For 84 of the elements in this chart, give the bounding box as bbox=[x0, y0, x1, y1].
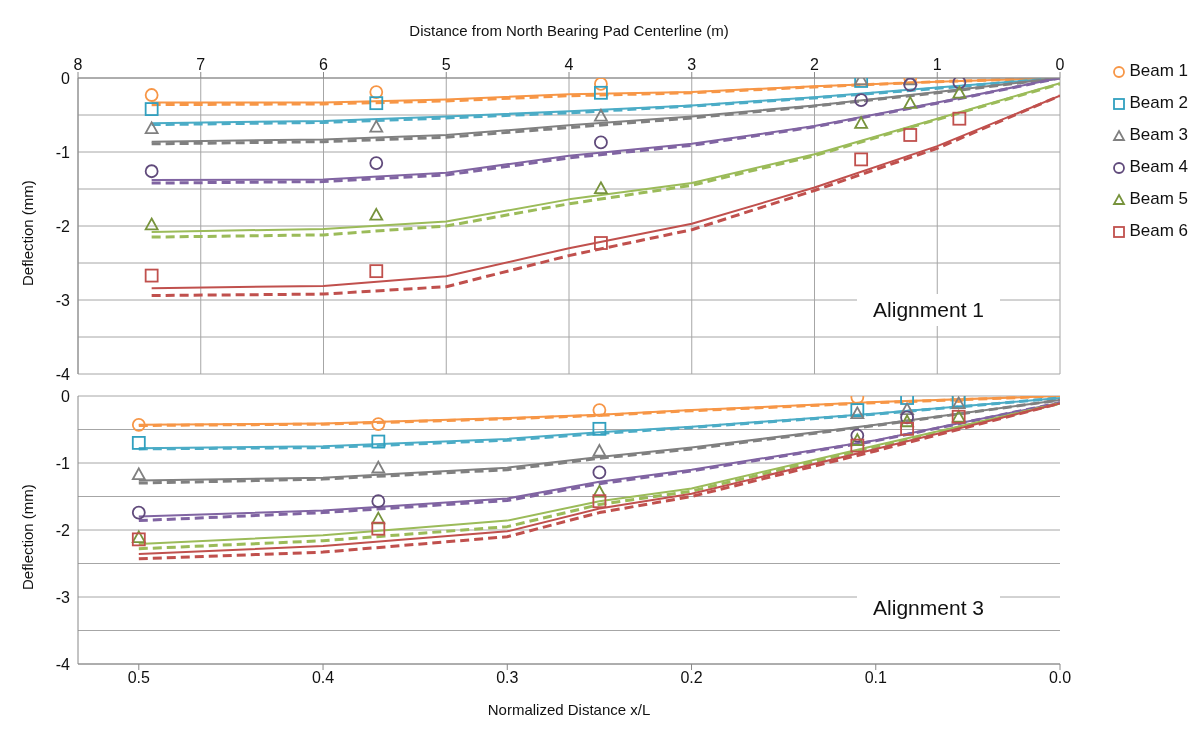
point bbox=[592, 484, 607, 498]
x-tick-label: 6 bbox=[319, 56, 329, 73]
annotation: Alignment 3 bbox=[857, 592, 1000, 624]
y-tick-label: -1 bbox=[55, 454, 71, 472]
point bbox=[131, 467, 146, 481]
point bbox=[144, 102, 159, 116]
point bbox=[592, 494, 607, 509]
point bbox=[903, 96, 918, 109]
y-tick-label: -4 bbox=[55, 365, 71, 383]
y-tick-label: -4 bbox=[55, 655, 71, 673]
x-tick-label: 0.2 bbox=[680, 669, 703, 687]
x-tick-label: 1 bbox=[932, 56, 942, 73]
point bbox=[900, 402, 914, 416]
point bbox=[131, 436, 146, 450]
point bbox=[369, 156, 384, 170]
point bbox=[594, 181, 608, 194]
point bbox=[952, 78, 967, 90]
y-tick-label: 0 bbox=[61, 69, 71, 87]
point bbox=[131, 417, 146, 432]
point bbox=[854, 93, 869, 108]
legend-label: Beam 5 bbox=[1129, 189, 1188, 209]
point bbox=[371, 434, 386, 449]
x-tick-label: 2 bbox=[810, 56, 820, 73]
point bbox=[592, 465, 607, 480]
legend-label: Beam 1 bbox=[1129, 61, 1188, 81]
point bbox=[369, 85, 384, 99]
x-tick-label: 8 bbox=[73, 56, 83, 73]
x-tick-label: 0 bbox=[1055, 56, 1065, 73]
y-tick-label: -1 bbox=[55, 143, 71, 161]
point bbox=[144, 121, 159, 135]
annotation: Alignment 1 bbox=[857, 294, 1000, 326]
point bbox=[900, 414, 914, 428]
point bbox=[592, 444, 607, 457]
point bbox=[903, 128, 918, 142]
point bbox=[903, 78, 918, 92]
point bbox=[371, 521, 386, 536]
point bbox=[369, 96, 384, 111]
legend-label: Beam 2 bbox=[1129, 93, 1188, 113]
point bbox=[144, 164, 159, 179]
point bbox=[144, 268, 159, 283]
point bbox=[371, 417, 386, 432]
x-tick-label: 3 bbox=[687, 56, 697, 73]
point bbox=[594, 135, 608, 150]
point bbox=[850, 438, 865, 453]
legend-label: Beam 6 bbox=[1129, 221, 1188, 241]
point bbox=[594, 78, 608, 91]
legend-label: Beam 4 bbox=[1129, 157, 1188, 177]
x-tick-label: 7 bbox=[196, 56, 206, 73]
y-tick-label: 0 bbox=[61, 387, 71, 405]
point bbox=[371, 494, 386, 509]
point bbox=[900, 421, 914, 436]
point bbox=[952, 85, 967, 99]
point bbox=[854, 116, 869, 129]
point bbox=[594, 108, 608, 122]
point bbox=[369, 208, 384, 221]
x-tick-label: 0.5 bbox=[127, 669, 151, 687]
y-axis-title: Deflection (mm) bbox=[19, 484, 37, 590]
point bbox=[131, 505, 146, 520]
y-tick-label: -3 bbox=[55, 291, 71, 309]
x-axis-title: Distance from North Bearing Pad Centerline (m) bbox=[409, 21, 729, 39]
point bbox=[854, 152, 869, 167]
x-tick-label: 5 bbox=[441, 56, 451, 73]
x-tick-label: 0.4 bbox=[311, 669, 335, 687]
point bbox=[592, 421, 607, 436]
point bbox=[369, 119, 384, 133]
y-tick-label: -2 bbox=[55, 217, 71, 235]
y-axis-title: Deflection (mm) bbox=[19, 180, 37, 286]
point bbox=[850, 433, 865, 446]
x-tick-label: 0.0 bbox=[1048, 669, 1072, 687]
point bbox=[850, 428, 865, 443]
point bbox=[371, 460, 386, 474]
point bbox=[144, 217, 159, 231]
point bbox=[594, 85, 608, 100]
point bbox=[592, 403, 607, 417]
x-tick-label: 4 bbox=[564, 56, 574, 73]
point bbox=[144, 88, 159, 102]
y-tick-label: -2 bbox=[55, 521, 71, 539]
x-tick-label: 0.3 bbox=[496, 669, 519, 687]
x-tick-label: 0.1 bbox=[864, 669, 887, 687]
y-tick-label: -3 bbox=[55, 588, 71, 606]
point bbox=[369, 264, 384, 279]
x-axis-title: Normalized Distance x/L bbox=[487, 701, 651, 718]
legend-label: Beam 3 bbox=[1129, 125, 1188, 145]
point bbox=[952, 111, 967, 126]
